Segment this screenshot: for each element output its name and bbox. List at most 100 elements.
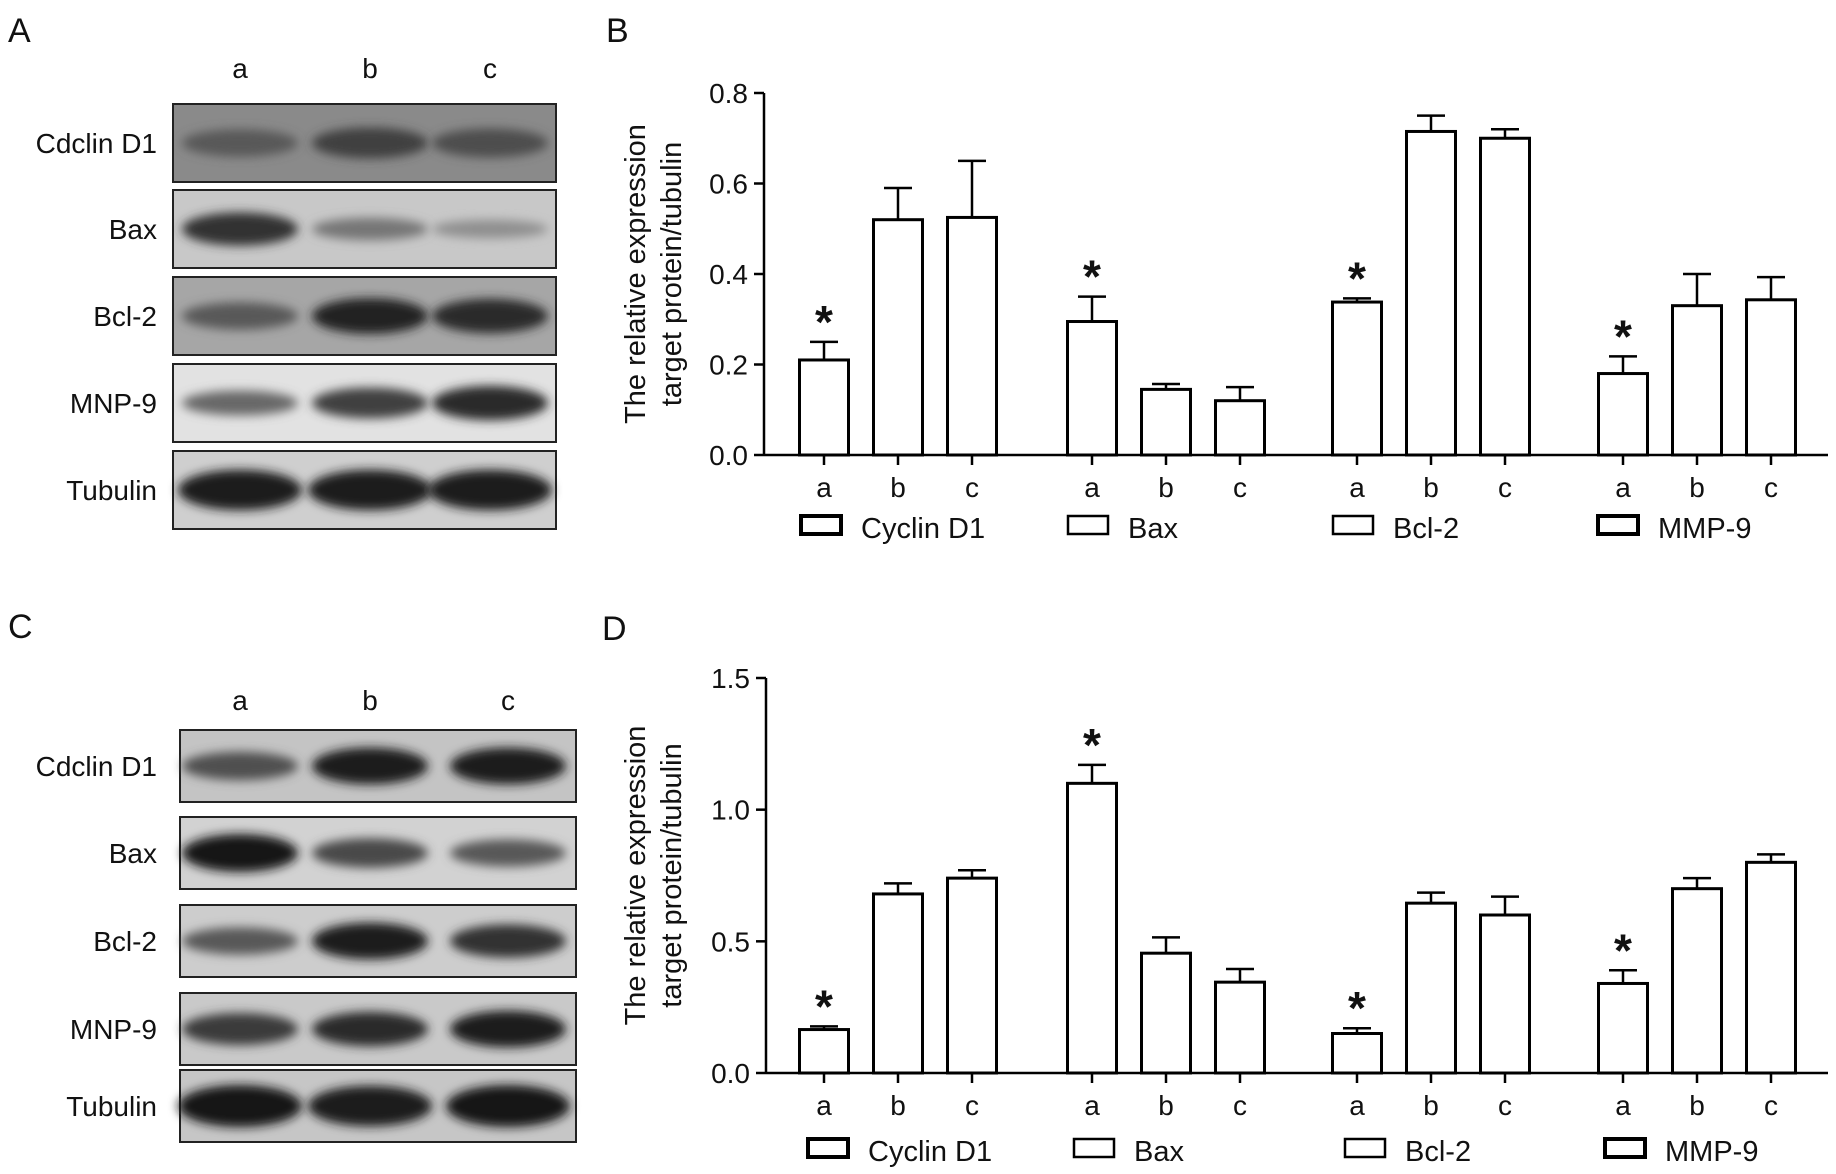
legend-label: Bax [1134,1136,1184,1168]
bar [1405,129,1457,457]
legend-swatch [1331,514,1375,536]
significance-marker: * [1083,251,1101,303]
significance-marker: * [1614,310,1632,362]
protein-band [428,469,552,511]
protein-band [312,127,428,159]
bar [1331,300,1383,457]
significance-marker: * [1348,982,1366,1034]
protein-band [182,1013,298,1045]
bar [1214,399,1266,457]
y-tick-label: 0.5 [711,926,750,957]
protein-label: Bax [109,838,157,869]
bar [872,218,924,457]
bar [1597,372,1649,457]
protein-band [312,747,428,785]
protein-band [182,302,298,330]
y-axis-label: target protein/tubulin [656,142,688,406]
x-tick-label: b [1689,472,1705,503]
protein-band [450,1010,566,1048]
legend-label: Cyclin D1 [861,513,985,545]
protein-label: Bax [109,214,157,245]
y-tick-label: 0.4 [709,259,748,290]
bar [1479,913,1531,1075]
protein-label: Cdclin D1 [36,128,157,159]
protein-band [446,1085,570,1127]
bar [798,1028,850,1075]
protein-band [312,922,428,960]
y-axis-label: The relative expression [620,726,652,1026]
protein-band [178,469,302,511]
x-tick-label: a [1084,1090,1100,1121]
panel-letter: B [606,12,629,50]
western-blot-panel-c: Ca b c Cdclin D1 Bax Bcl-2 MNP-9 Tubulin [8,608,577,1143]
significance-marker: * [1614,924,1632,976]
legend-swatch [1066,514,1110,536]
protein-label: MNP-9 [70,388,157,419]
legend-label: Cyclin D1 [868,1136,992,1168]
significance-marker: * [815,980,833,1032]
protein-band [312,217,428,241]
x-tick-label: c [965,1090,979,1121]
protein-band [432,298,548,334]
protein-band [182,390,298,416]
protein-band [432,219,548,239]
x-tick-label: b [1689,1090,1705,1121]
x-tick-label: c [1764,1090,1778,1121]
protein-band [432,385,548,421]
y-axis-label: The relative expression [620,124,652,424]
bar [1066,320,1118,457]
bar [1671,887,1723,1075]
legend-label: Bcl-2 [1405,1136,1471,1168]
x-tick-label: b [890,1090,906,1121]
protein-band [312,838,428,868]
x-tick-label: b [1423,1090,1439,1121]
bar [946,215,998,457]
bar [1331,1032,1383,1075]
legend-swatch [1072,1137,1116,1159]
panel-letter: C [8,608,33,646]
legend-swatch [799,514,843,536]
significance-marker: * [1348,252,1366,304]
y-tick-label: 0.0 [709,440,748,471]
protein-band [182,927,298,955]
panel-letter: D [602,610,627,648]
lane-label: a [232,685,248,716]
x-tick-label: b [890,472,906,503]
protein-band [450,924,566,958]
protein-label: Bcl-2 [93,926,157,957]
x-tick-label: c [1764,472,1778,503]
legend-swatch [806,1137,850,1159]
y-tick-label: 0.6 [709,169,748,200]
y-axis-label: target protein/tubulin [656,743,688,1007]
x-tick-label: a [1349,1090,1365,1121]
lane-label: c [483,53,497,84]
bar [1479,136,1531,457]
legend-label: Bax [1128,513,1178,545]
x-tick-label: a [816,472,832,503]
x-tick-label: b [1423,472,1439,503]
x-tick-label: a [1349,472,1365,503]
bar [1745,860,1797,1075]
protein-band [182,751,298,781]
x-tick-label: c [965,472,979,503]
bar [1140,387,1192,457]
protein-band [308,1085,432,1127]
legend-swatch [1603,1137,1647,1159]
x-tick-label: c [1233,1090,1247,1121]
bar [1597,981,1649,1075]
bar-chart-panel-b: B 0.0 0.2 0.4 0.6 0.8 The relative expression t… [606,12,1828,545]
y-tick-label: 0.8 [709,78,748,109]
protein-band [182,834,298,872]
legend-label: MMP-9 [1665,1136,1758,1168]
x-tick-label: a [1615,1090,1631,1121]
bar [1405,901,1457,1075]
bar [1140,951,1192,1075]
protein-label: Bcl-2 [93,301,157,332]
protein-label: Cdclin D1 [36,751,157,782]
protein-band [312,298,428,334]
x-tick-label: b [1158,1090,1174,1121]
x-tick-label: c [1498,472,1512,503]
lane-label: c [501,685,515,716]
protein-band [450,747,566,785]
